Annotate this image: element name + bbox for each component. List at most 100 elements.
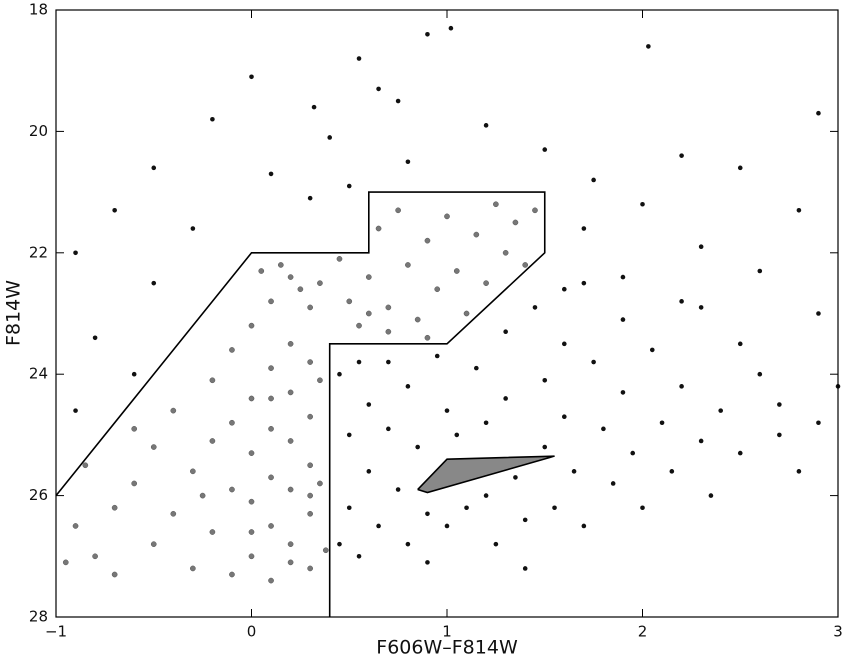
- data-point: [151, 165, 157, 171]
- data-point: [92, 553, 98, 560]
- data-point: [522, 262, 529, 268]
- data-point: [405, 541, 411, 547]
- data-point: [679, 299, 684, 304]
- y-tick-label: 18: [29, 1, 48, 19]
- data-point: [464, 505, 469, 511]
- data-point: [376, 523, 381, 529]
- data-point: [92, 335, 98, 341]
- data-point: [150, 541, 157, 548]
- data-point: [73, 408, 78, 413]
- data-point: [229, 347, 235, 353]
- data-point: [405, 159, 411, 165]
- data-point: [210, 116, 215, 122]
- data-point: [522, 517, 528, 523]
- data-point: [581, 523, 587, 529]
- data-point: [287, 341, 294, 347]
- data-point: [356, 359, 362, 365]
- data-point: [307, 565, 313, 572]
- data-point: [297, 286, 304, 293]
- data-point: [249, 74, 254, 80]
- data-point: [610, 481, 616, 486]
- data-point: [395, 98, 401, 104]
- data-point: [131, 425, 138, 432]
- data-point: [346, 432, 352, 438]
- x-tick-label: 3: [833, 623, 843, 641]
- data-point: [601, 426, 606, 432]
- data-point: [737, 165, 743, 171]
- data-point: [737, 450, 743, 456]
- data-point: [209, 377, 216, 384]
- y-axis-label: F814W: [3, 280, 25, 346]
- data-point: [307, 413, 313, 420]
- data-point: [375, 225, 382, 232]
- data-point: [199, 492, 206, 499]
- data-point: [112, 208, 117, 213]
- data-point: [640, 505, 645, 511]
- data-point: [425, 560, 430, 565]
- data-point: [287, 486, 294, 493]
- data-point: [248, 450, 255, 456]
- data-point: [512, 219, 519, 226]
- data-point: [777, 432, 782, 438]
- data-point: [229, 486, 235, 493]
- data-point: [405, 262, 411, 268]
- data-point: [425, 31, 430, 37]
- data-point: [322, 547, 329, 554]
- data-point: [503, 396, 508, 401]
- data-point: [365, 310, 372, 317]
- data-point: [777, 402, 782, 407]
- data-point: [248, 529, 255, 535]
- data-point: [679, 384, 684, 389]
- data-point: [562, 286, 567, 292]
- x-axis-label: F606W–F814W: [376, 637, 518, 659]
- data-point: [483, 420, 489, 426]
- data-point: [356, 56, 362, 61]
- data-point: [718, 408, 723, 413]
- data-point: [366, 469, 372, 474]
- data-point: [337, 371, 342, 377]
- data-point: [708, 493, 714, 498]
- data-point: [170, 407, 177, 414]
- data-point: [268, 523, 274, 529]
- data-point: [503, 329, 508, 335]
- data-point: [385, 304, 392, 311]
- data-point: [229, 419, 235, 426]
- data-point: [532, 305, 538, 310]
- data-point: [268, 298, 274, 305]
- data-point: [669, 469, 675, 474]
- data-point: [737, 341, 743, 347]
- data-point: [698, 305, 704, 310]
- data-point: [311, 104, 317, 110]
- data-point: [522, 566, 528, 571]
- data-point: [307, 462, 313, 469]
- data-point: [562, 341, 567, 347]
- y-tick-label: 26: [29, 486, 48, 504]
- data-point: [190, 468, 196, 475]
- data-point: [591, 177, 596, 183]
- data-point: [131, 480, 138, 487]
- data-point: [356, 554, 362, 559]
- data-point: [434, 353, 440, 359]
- data-point: [513, 475, 518, 480]
- data-point: [287, 389, 294, 396]
- y-tick-label: 20: [29, 122, 48, 140]
- data-point: [209, 529, 216, 535]
- data-point: [277, 262, 284, 268]
- data-point: [209, 438, 216, 444]
- data-point: [698, 244, 704, 250]
- data-point: [415, 444, 420, 450]
- data-point: [542, 444, 548, 450]
- data-point: [258, 268, 265, 274]
- data-point: [473, 231, 480, 238]
- data-point: [190, 565, 196, 572]
- data-point: [307, 304, 313, 311]
- data-point: [414, 316, 421, 323]
- data-point: [376, 86, 381, 92]
- data-point: [385, 328, 392, 335]
- data-point: [317, 480, 323, 487]
- data-point: [190, 226, 196, 231]
- data-point: [640, 201, 645, 207]
- data-point: [659, 420, 665, 426]
- data-point: [591, 359, 596, 365]
- data-point: [287, 541, 294, 548]
